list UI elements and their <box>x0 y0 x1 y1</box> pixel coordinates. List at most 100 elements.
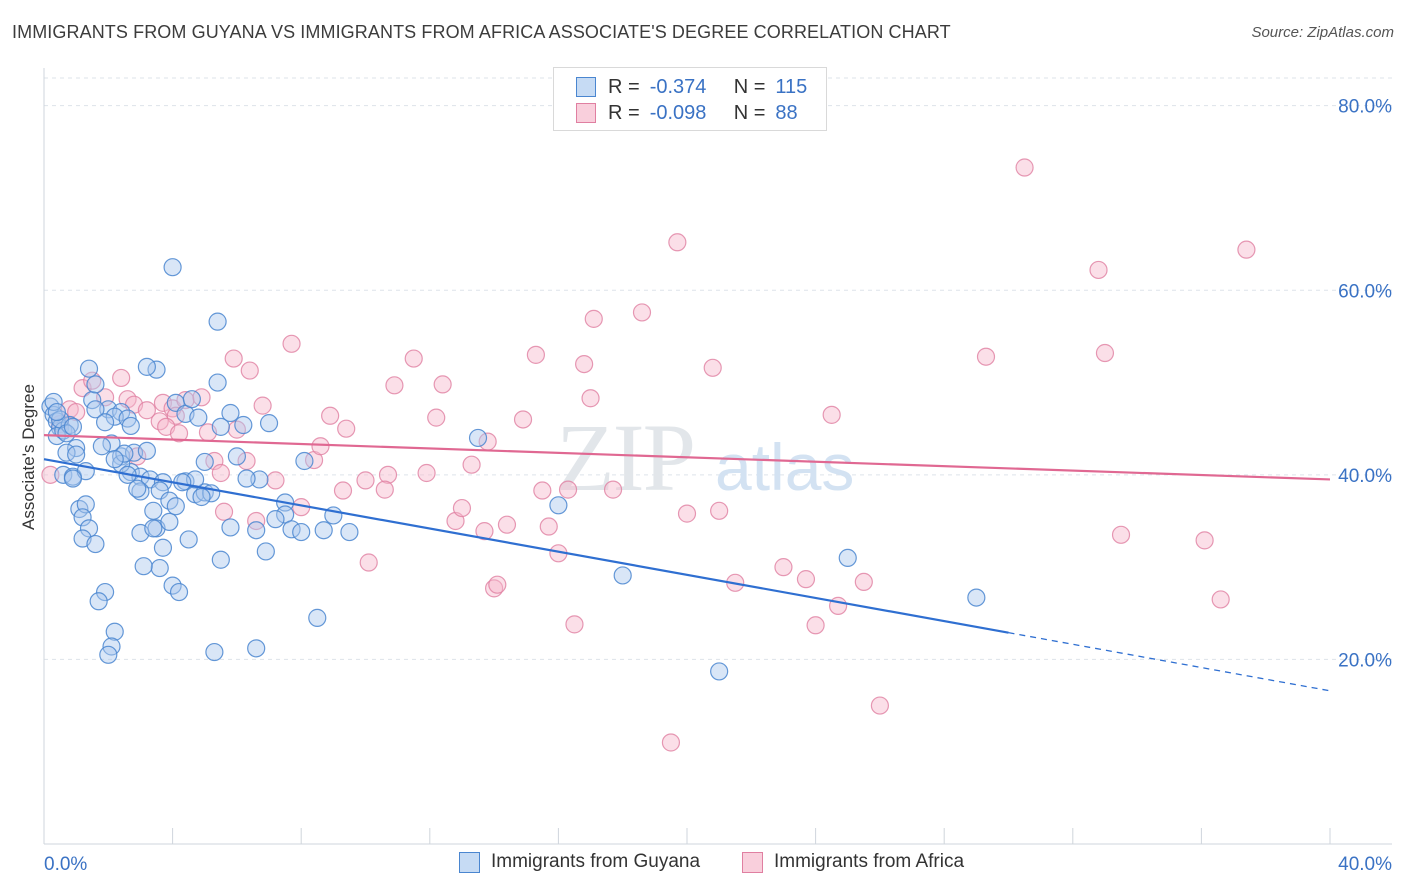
guyana-point <box>247 639 266 658</box>
series-legend: Immigrants from Guyana Immigrants from A… <box>0 851 1406 877</box>
series-label-africa: Immigrants from Africa <box>774 851 965 872</box>
guyana-point <box>179 530 198 549</box>
guyana-point <box>44 392 63 412</box>
guyana-trend-line <box>43 458 1009 634</box>
guyana-point <box>314 521 333 540</box>
guyana-point <box>137 441 156 460</box>
africa-point <box>321 406 340 425</box>
africa-point <box>526 345 545 364</box>
guyana-point <box>105 450 124 469</box>
series-legend-guyana: Immigrants from Guyana <box>459 851 700 873</box>
y-tick-label: 80.0% <box>1338 97 1392 118</box>
guyana-point <box>99 645 118 664</box>
africa-point <box>677 504 697 523</box>
africa-trend-line <box>43 434 1331 481</box>
chart-title: IMMIGRANTS FROM GUYANA VS IMMIGRANTS FRO… <box>12 22 951 42</box>
africa-point <box>475 522 494 541</box>
legend-swatch-guyana <box>576 77 596 97</box>
guyana-point <box>86 375 105 394</box>
trend-lines <box>43 434 1331 692</box>
africa-points <box>41 158 1256 752</box>
guyana-point <box>63 417 83 436</box>
africa-point <box>378 465 398 484</box>
africa-point <box>211 463 230 483</box>
africa-point <box>661 733 681 752</box>
legend-r-value-guyana: -0.374 <box>649 75 707 98</box>
guyana-point <box>205 642 224 662</box>
legend-r-value-africa: -0.098 <box>649 101 707 124</box>
guyana-point <box>308 608 327 627</box>
guyana-point <box>79 519 99 538</box>
africa-point <box>565 615 584 634</box>
guyana-point <box>128 479 147 498</box>
africa-point <box>153 393 173 412</box>
africa-point <box>1211 590 1230 609</box>
africa-point <box>488 575 507 594</box>
guyana-point <box>208 312 227 331</box>
africa-point <box>253 396 272 415</box>
guyana-point <box>211 417 230 436</box>
guyana-point <box>710 662 729 681</box>
africa-point <box>539 517 558 536</box>
africa-point <box>668 233 687 252</box>
guyana-point <box>250 470 269 489</box>
guyana-point <box>340 522 359 542</box>
y-tick-label: 40.0% <box>1338 466 1392 487</box>
africa-point <box>558 480 578 499</box>
africa-point <box>1237 240 1256 259</box>
africa-point <box>337 419 356 438</box>
africa-point <box>533 481 552 500</box>
africa-point <box>632 303 652 322</box>
legend-n-label: N = <box>733 75 766 98</box>
guyana-point <box>237 469 256 488</box>
guyana-point <box>67 438 86 458</box>
africa-point <box>703 358 722 377</box>
guyana-point <box>63 469 83 488</box>
guyana-point <box>67 445 86 464</box>
africa-point <box>137 401 156 420</box>
guyana-point <box>105 622 124 641</box>
africa-point <box>976 347 996 366</box>
africa-point <box>806 616 825 635</box>
guyana-point <box>247 521 266 540</box>
guyana-point <box>144 519 163 538</box>
guyana-point <box>266 510 285 529</box>
series-swatch-guyana <box>459 851 480 873</box>
africa-point <box>169 424 189 443</box>
africa-point <box>41 465 60 484</box>
y-axis-label: Associate's Degree <box>19 384 38 530</box>
guyana-point <box>47 402 66 422</box>
guyana-point <box>169 582 189 602</box>
africa-point <box>385 376 404 395</box>
y-tick-label: 20.0% <box>1338 650 1392 671</box>
guyana-point <box>967 588 986 607</box>
africa-point <box>1195 531 1214 550</box>
africa-point <box>247 511 266 531</box>
guyana-point <box>79 359 99 378</box>
africa-point <box>1089 260 1108 280</box>
africa-point <box>796 570 816 589</box>
guyana-point <box>227 447 246 466</box>
guyana-point <box>549 496 568 515</box>
africa-point <box>581 389 600 408</box>
series-label-guyana: Immigrants from Guyana <box>491 851 701 872</box>
guyana-point <box>153 538 173 557</box>
africa-point <box>375 480 394 499</box>
africa-point <box>356 471 375 490</box>
africa-point <box>854 572 873 591</box>
guyana-point <box>95 413 115 432</box>
legend-r-label: R = <box>608 75 640 98</box>
africa-point <box>513 410 533 429</box>
axes <box>43 68 1392 845</box>
guyana-point <box>256 542 275 561</box>
africa-point <box>1111 525 1131 544</box>
guyana-point <box>150 558 169 578</box>
guyana-point <box>234 415 253 435</box>
africa-point <box>359 553 378 572</box>
africa-point <box>870 696 890 715</box>
watermark-atlas: atlas <box>715 430 854 504</box>
africa-point <box>240 361 259 380</box>
africa-point <box>214 502 234 521</box>
legend-swatch-africa <box>576 103 596 123</box>
